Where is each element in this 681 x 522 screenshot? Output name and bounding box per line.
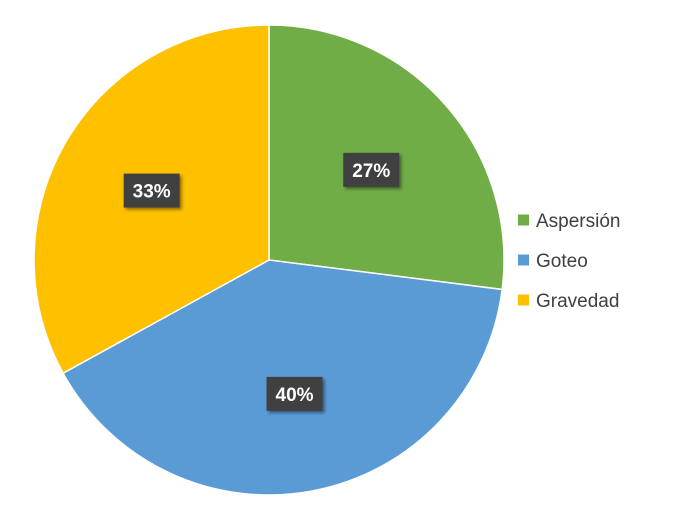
data-label-gravedad: 33% <box>123 173 180 208</box>
legend-swatch <box>518 214 529 226</box>
legend-item-goteo: Goteo <box>518 251 588 272</box>
legend: Aspersión Goteo Gravedad <box>518 211 621 312</box>
pie-slices <box>33 24 505 496</box>
legend-label: Aspersión <box>536 211 621 232</box>
data-label-aspersion: 27% <box>343 152 400 187</box>
data-label-goteo: 40% <box>266 376 323 411</box>
data-label-box <box>343 152 400 187</box>
data-label-box <box>266 376 323 411</box>
data-label-text: 33% <box>133 182 171 203</box>
data-label-text: 40% <box>276 385 314 406</box>
data-label-text: 27% <box>352 161 390 182</box>
legend-item-aspersion: Aspersión <box>518 211 621 232</box>
legend-swatch <box>518 254 529 266</box>
data-labels: 27% 40% 33% <box>123 152 400 411</box>
data-label-box <box>123 173 180 208</box>
legend-swatch <box>518 294 529 306</box>
legend-label: Goteo <box>536 251 588 272</box>
legend-item-gravedad: Gravedad <box>518 291 619 312</box>
legend-label: Gravedad <box>536 291 619 312</box>
